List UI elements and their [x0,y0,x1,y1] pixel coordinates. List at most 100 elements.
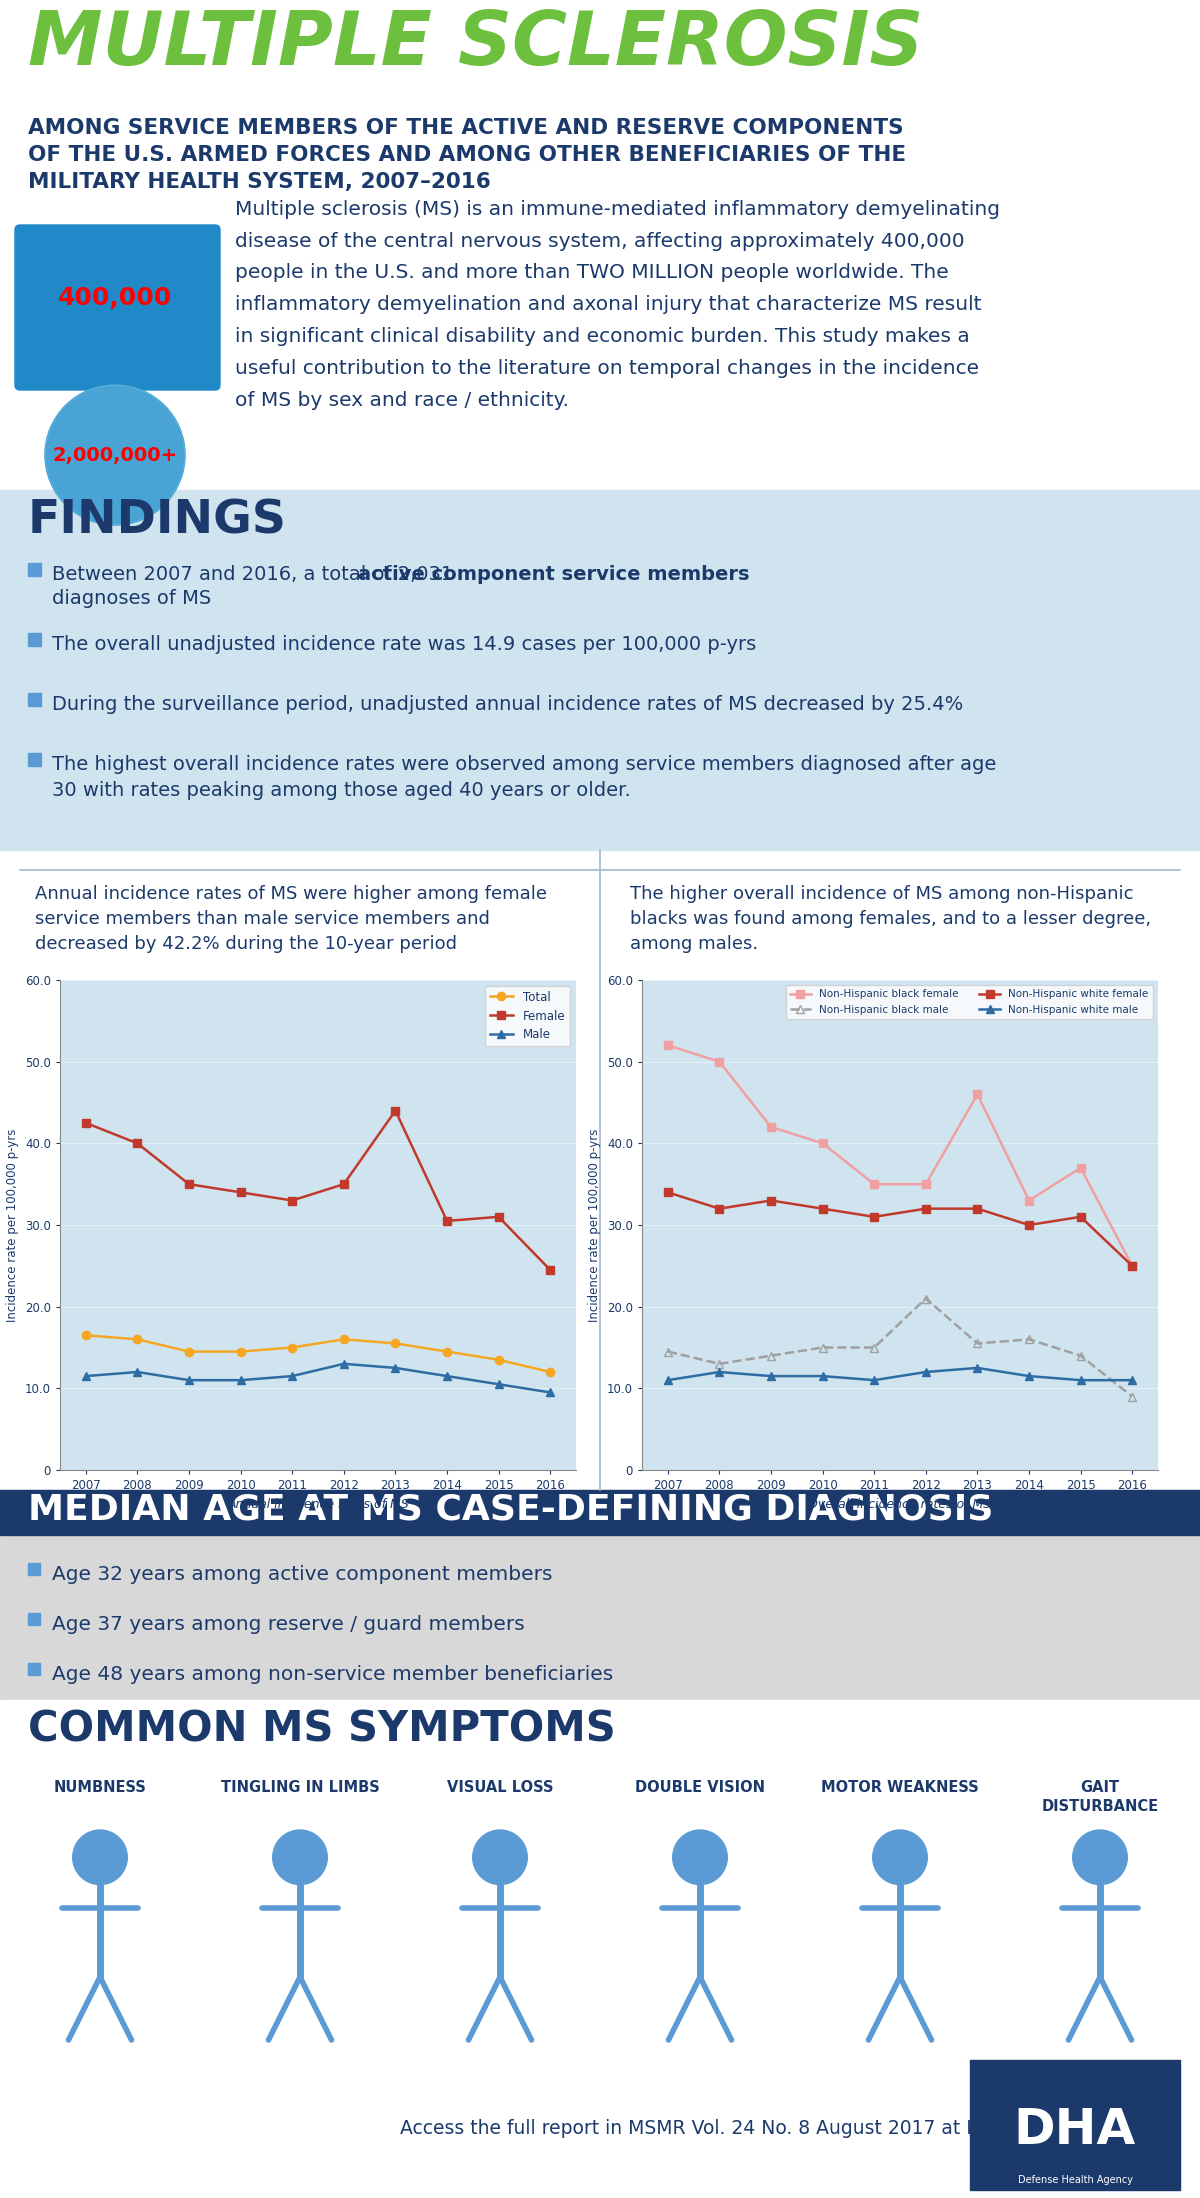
Total [284,1334,299,1361]
Non-Hispanic black male [970,1330,984,1356]
Bar [970,2060,1180,2189]
Female [78,1110,92,1136]
Non-Hispanic white female [815,1196,829,1222]
Male [336,1350,350,1376]
Text: diagnoses of MS: diagnoses of MS [52,589,211,609]
Non-Hispanic black female [866,1172,881,1198]
Non-Hispanic white male [660,1367,674,1394]
Text: Age 37 years among reserve / guard members: Age 37 years among reserve / guard membe… [52,1616,524,1633]
Non-Hispanic white female [1073,1205,1087,1231]
Text: DOUBLE VISION: DOUBLE VISION [635,1780,766,1796]
Female [542,1257,557,1284]
Line: Total: Total [82,1332,554,1376]
Text: NUMBNESS: NUMBNESS [54,1780,146,1796]
Non-Hispanic black female [1073,1154,1087,1180]
Non-Hispanic white female [1022,1211,1037,1237]
Line: Non-Hispanic white male: Non-Hispanic white male [664,1363,1136,1385]
Circle shape [473,1831,527,1884]
Text: MEDIAN AGE AT MS CASE-DEFINING DIAGNOSIS: MEDIAN AGE AT MS CASE-DEFINING DIAGNOSIS [28,1492,994,1528]
Non-Hispanic black male [815,1334,829,1361]
Non-Hispanic white male [712,1358,726,1385]
Y-axis label: Incidence rate per 100,000 p-yrs: Incidence rate per 100,000 p-yrs [6,1128,19,1321]
Non-Hispanic black female [1124,1253,1139,1279]
Line: Male: Male [82,1361,554,1396]
Non-Hispanic black female [660,1033,674,1059]
Circle shape [673,1831,727,1884]
Text: The highest overall incidence rates were observed among service members diagnose: The highest overall incidence rates were… [52,754,996,800]
Total [336,1325,350,1352]
Bar [0,185,1200,490]
Total [78,1321,92,1347]
Text: Annual incidence rates of MS were higher among female
service members than male : Annual incidence rates of MS were higher… [35,886,547,954]
Bar [28,1664,40,1675]
Male [439,1363,454,1389]
Female [284,1187,299,1213]
Female [439,1207,454,1233]
Male [182,1367,197,1394]
Non-Hispanic white male [1073,1367,1087,1394]
Text: active component service members: active component service members [358,565,750,585]
Circle shape [73,1831,127,1884]
Non-Hispanic black male [1124,1383,1139,1409]
Non-Hispanic black female [764,1114,779,1141]
Legend: Non-Hispanic black female, Non-Hispanic black male, Non-Hispanic white female, N: Non-Hispanic black female, Non-Hispanic … [786,985,1153,1018]
Total [233,1339,247,1365]
Non-Hispanic black male [1073,1343,1087,1369]
Male [233,1367,247,1394]
Total [439,1339,454,1365]
Bar [0,490,1200,851]
Line: Non-Hispanic black female: Non-Hispanic black female [664,1042,1136,1270]
Text: MOTOR WEAKNESS: MOTOR WEAKNESS [821,1780,979,1796]
Bar [0,2060,1200,2198]
Non-Hispanic black male [1022,1325,1037,1352]
Non-Hispanic black male [712,1350,726,1376]
Non-Hispanic white male [866,1367,881,1394]
Non-Hispanic white female [918,1196,932,1222]
Text: Access the full report in MSMR Vol. 24 No. 8 August 2017 at Health.mil/MSMR: Access the full report in MSMR Vol. 24 N… [400,2119,1126,2136]
Total [491,1347,505,1374]
Non-Hispanic white female [712,1196,726,1222]
FancyBboxPatch shape [14,224,220,389]
Bar [0,1490,1200,1699]
Male [284,1363,299,1389]
Bar [0,1490,1200,1534]
Bar [28,633,41,646]
Circle shape [46,385,185,525]
Female [182,1172,197,1198]
Male [130,1358,144,1385]
Circle shape [46,385,185,525]
Text: DHA: DHA [1014,2106,1136,2154]
Text: COMMON MS SYMPTOMS: COMMON MS SYMPTOMS [28,1708,616,1750]
Non-Hispanic black female [918,1172,932,1198]
Non-Hispanic white male [764,1363,779,1389]
Non-Hispanic white female [1124,1253,1139,1279]
Text: Defense Health Agency: Defense Health Agency [1018,2176,1133,2185]
Y-axis label: Incidence rate per 100,000 p-yrs: Incidence rate per 100,000 p-yrs [588,1128,601,1321]
Text: The overall unadjusted incidence rate was 14.9 cases per 100,000 p-yrs: The overall unadjusted incidence rate wa… [52,635,756,655]
Non-Hispanic white female [660,1178,674,1205]
Bar [28,754,41,765]
Non-Hispanic black male [764,1343,779,1369]
Text: 400,000: 400,000 [58,286,172,310]
Male [491,1372,505,1398]
Non-Hispanic black female [970,1081,984,1108]
Bar [28,1563,40,1576]
Text: Age 32 years among active component members: Age 32 years among active component memb… [52,1565,552,1585]
Non-Hispanic white male [970,1354,984,1380]
Text: TINGLING IN LIMBS: TINGLING IN LIMBS [221,1780,379,1796]
Line: Non-Hispanic white female: Non-Hispanic white female [664,1189,1136,1270]
Total [542,1358,557,1385]
Text: MULTIPLE SCLEROSIS: MULTIPLE SCLEROSIS [28,9,923,81]
X-axis label: Overall incidence rates of MS: Overall incidence rates of MS [809,1497,991,1510]
Total [388,1330,402,1356]
Text: VISUAL LOSS: VISUAL LOSS [446,1780,553,1796]
Text: Age 48 years among non-service member beneficiaries: Age 48 years among non-service member be… [52,1666,613,1684]
Non-Hispanic black male [866,1334,881,1361]
Circle shape [1073,1831,1127,1884]
Non-Hispanic black female [712,1048,726,1075]
Total [182,1339,197,1365]
Female [336,1172,350,1198]
Non-Hispanic white female [764,1187,779,1213]
Line: Female: Female [82,1106,554,1275]
Non-Hispanic black female [815,1130,829,1156]
